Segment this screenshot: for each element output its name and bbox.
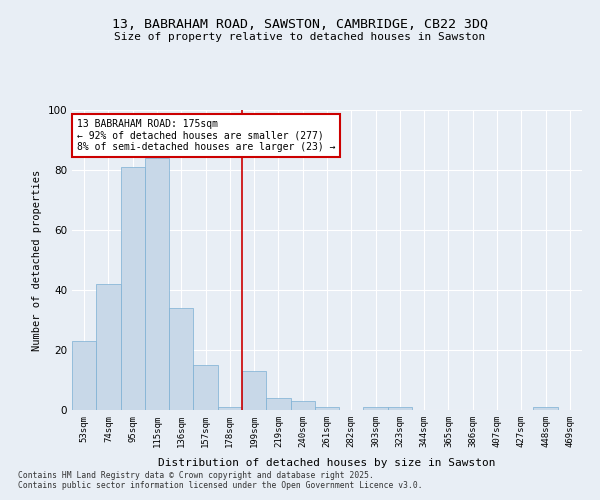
Text: Contains HM Land Registry data © Crown copyright and database right 2025.: Contains HM Land Registry data © Crown c… <box>18 471 374 480</box>
Text: 13, BABRAHAM ROAD, SAWSTON, CAMBRIDGE, CB22 3DQ: 13, BABRAHAM ROAD, SAWSTON, CAMBRIDGE, C… <box>112 18 488 30</box>
Bar <box>364 407 388 410</box>
Text: 13 BABRAHAM ROAD: 175sqm
← 92% of detached houses are smaller (277)
8% of semi-d: 13 BABRAHAM ROAD: 175sqm ← 92% of detach… <box>77 119 335 152</box>
Bar <box>388 407 412 410</box>
Bar <box>145 158 169 410</box>
Text: Contains public sector information licensed under the Open Government Licence v3: Contains public sector information licen… <box>18 481 422 490</box>
Bar <box>266 398 290 410</box>
Y-axis label: Number of detached properties: Number of detached properties <box>32 170 42 350</box>
Bar <box>96 284 121 410</box>
Bar <box>218 407 242 410</box>
Bar <box>169 308 193 410</box>
Bar <box>72 341 96 410</box>
Bar <box>290 401 315 410</box>
Bar <box>533 407 558 410</box>
Bar <box>242 371 266 410</box>
X-axis label: Distribution of detached houses by size in Sawston: Distribution of detached houses by size … <box>158 458 496 468</box>
Bar <box>121 167 145 410</box>
Bar <box>315 407 339 410</box>
Bar <box>193 365 218 410</box>
Text: Size of property relative to detached houses in Sawston: Size of property relative to detached ho… <box>115 32 485 42</box>
